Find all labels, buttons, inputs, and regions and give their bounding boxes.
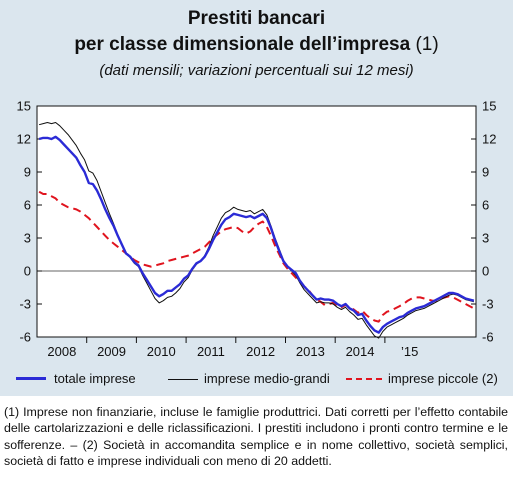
- y-tick-label-right: 15: [482, 99, 496, 114]
- legend-swatch-medio-grandi: [168, 379, 198, 380]
- x-tick-label: 2009: [97, 344, 126, 359]
- plot-frame: [36, 105, 477, 338]
- y-tick-label-left: 0: [24, 264, 31, 279]
- legend-label-piccole: imprese piccole (2): [388, 371, 498, 386]
- y-tick-label-right: 3: [482, 231, 489, 246]
- x-tick-label: 2010: [147, 344, 176, 359]
- y-tick-label-left: -3: [19, 297, 31, 312]
- x-tick-label: 2014: [346, 344, 375, 359]
- series-line-medio-grandi: [38, 122, 475, 339]
- y-tick-label-right: 6: [482, 198, 489, 213]
- x-tick-label: 2013: [296, 344, 325, 359]
- x-tick-label: 2012: [246, 344, 275, 359]
- y-tick-label-right: -6: [482, 330, 494, 345]
- y-tick-label-left: 15: [17, 99, 31, 114]
- y-tick-label-right: 0: [482, 264, 489, 279]
- footnote: (1) Imprese non finanziarie, incluse le …: [4, 405, 508, 469]
- y-tick-label-left: 6: [24, 198, 31, 213]
- legend-label-medio-grandi: imprese medio-grandi: [204, 371, 330, 386]
- x-tick-label: 2008: [47, 344, 76, 359]
- y-tick-label-right: -3: [482, 297, 494, 312]
- y-tick-label-left: -6: [19, 330, 31, 345]
- chart-title-main: per classe dimensionale dell’impresa: [74, 34, 411, 55]
- chart-title-line1: Prestiti bancari: [187, 8, 326, 29]
- y-tick-label-left: 9: [24, 165, 31, 180]
- legend-swatch-totale: [16, 377, 46, 380]
- chart-subtitle: (dati mensili; variazioni percentuali su…: [99, 62, 414, 79]
- line-chart: -6 -6 -3 -3 0 0 3 3 6 6 9 9 12 12 15 15 2008 2009 2010 2011…: [17, 99, 497, 360]
- x-tick-label: ’15: [401, 344, 418, 359]
- series-line-totale: [38, 135, 475, 334]
- plot-area: [37, 106, 476, 337]
- chart-title-note: (1): [415, 34, 439, 55]
- legend: totale imprese imprese medio-grandi impr…: [0, 360, 513, 396]
- y-tick-label-left: 3: [24, 231, 31, 246]
- legend-swatch-piccole: [346, 378, 382, 380]
- x-tick-label: 2011: [197, 344, 225, 359]
- y-tick-label-right: 9: [482, 165, 489, 180]
- legend-label-totale: totale imprese: [54, 371, 136, 386]
- y-tick-label-left: 12: [17, 132, 31, 147]
- chart-title-line2: per classe dimensionale dell’impresa (1): [0, 34, 513, 56]
- y-tick-label-right: 12: [482, 132, 496, 147]
